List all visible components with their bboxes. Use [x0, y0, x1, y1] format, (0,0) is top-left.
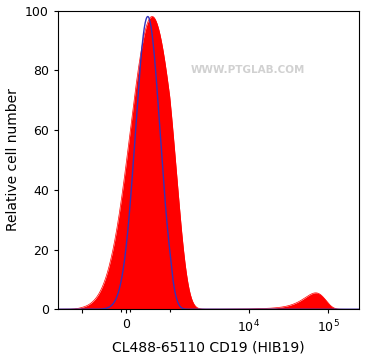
Text: WWW.PTGLAB.COM: WWW.PTGLAB.COM — [191, 65, 305, 75]
X-axis label: CL488-65110 CD19 (HIB19): CL488-65110 CD19 (HIB19) — [112, 341, 305, 355]
Y-axis label: Relative cell number: Relative cell number — [5, 89, 20, 231]
